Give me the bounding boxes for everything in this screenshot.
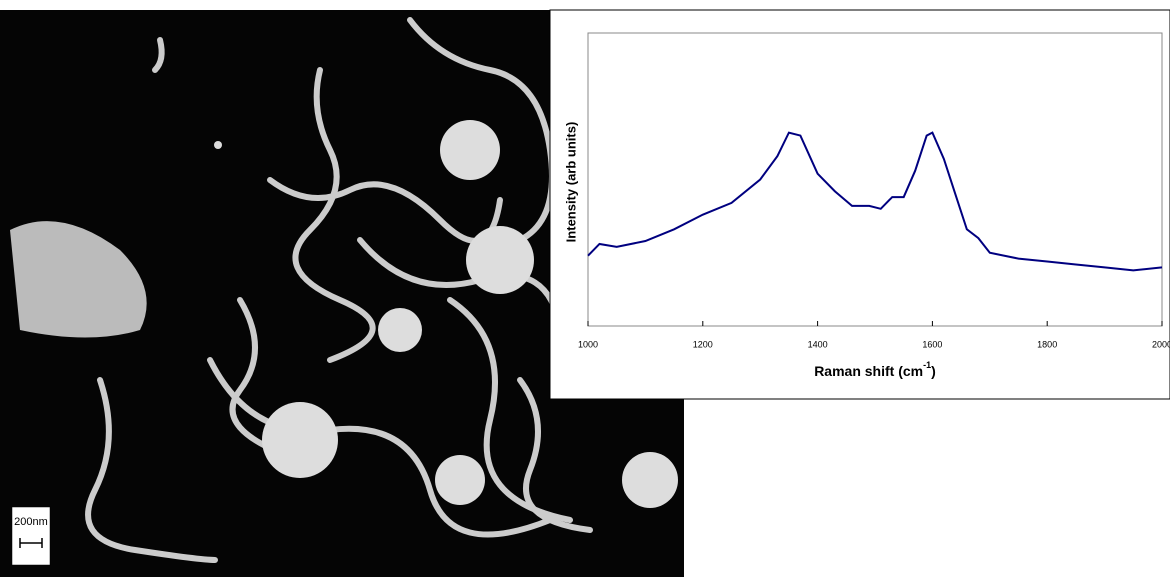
scale-bar-label: 200nm	[14, 516, 48, 528]
chart-panel	[549, 9, 1170, 400]
x-label-sup: -1	[923, 360, 931, 370]
x-tick-label: 2000	[1152, 339, 1170, 349]
x-tick-label: 1400	[808, 339, 828, 349]
x-label-end: )	[931, 363, 936, 379]
x-tick-label: 1600	[922, 339, 942, 349]
x-tick-label: 1000	[578, 339, 598, 349]
plot-area	[587, 32, 1163, 327]
x-label-main: Raman shift (cm	[814, 363, 923, 379]
y-axis-label: Intensity (arb units)	[563, 122, 578, 243]
x-tick-label: 1800	[1037, 339, 1057, 349]
spectrum-line	[587, 131, 1163, 272]
x-tick-label: 1200	[693, 339, 713, 349]
x-axis-label: Raman shift (cm-1)	[814, 360, 936, 378]
